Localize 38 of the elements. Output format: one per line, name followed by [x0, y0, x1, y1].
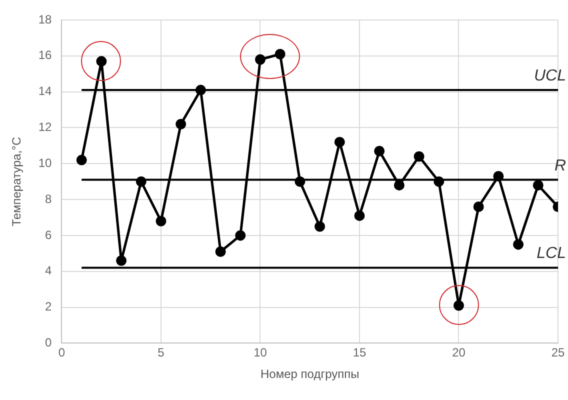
point [274, 48, 286, 60]
x-tick-label: 15 [352, 346, 366, 360]
point [314, 221, 326, 232]
point [215, 246, 226, 257]
x-tick-label: 0 [58, 346, 66, 360]
point [513, 239, 524, 250]
point [116, 255, 127, 266]
point [176, 118, 186, 130]
point [76, 154, 87, 166]
y-tick-label: 16 [38, 48, 52, 62]
x-tick-label: 25 [551, 346, 565, 360]
y-tick-label: 6 [45, 228, 52, 242]
y-tick-label: 18 [38, 12, 52, 26]
ref-line-label: R [554, 157, 566, 174]
point [235, 230, 246, 241]
x-tick-label: 5 [158, 346, 165, 360]
y-tick-label: 8 [45, 192, 52, 206]
y-tick-label: 2 [45, 300, 52, 314]
ref-line-label: UCL [534, 67, 566, 84]
y-axis-title: Температура,°С [10, 136, 24, 226]
point [354, 210, 365, 221]
x-tick-label: 20 [452, 346, 466, 360]
point [473, 201, 484, 212]
y-tick-label: 10 [38, 156, 52, 170]
y-tick-label: 0 [45, 336, 52, 350]
y-tick-label: 12 [38, 120, 52, 134]
ref-line-label: LCL [536, 245, 566, 262]
point [394, 180, 404, 190]
x-tick-label: 10 [254, 346, 268, 360]
point [334, 136, 345, 148]
point [156, 216, 166, 226]
y-tick-label: 14 [38, 84, 52, 98]
point [255, 54, 266, 65]
point [532, 180, 544, 190]
point [414, 151, 424, 162]
y-tick-label: 4 [45, 264, 52, 278]
x-axis-title: Номер подгруппы [260, 367, 360, 382]
point [374, 146, 385, 156]
